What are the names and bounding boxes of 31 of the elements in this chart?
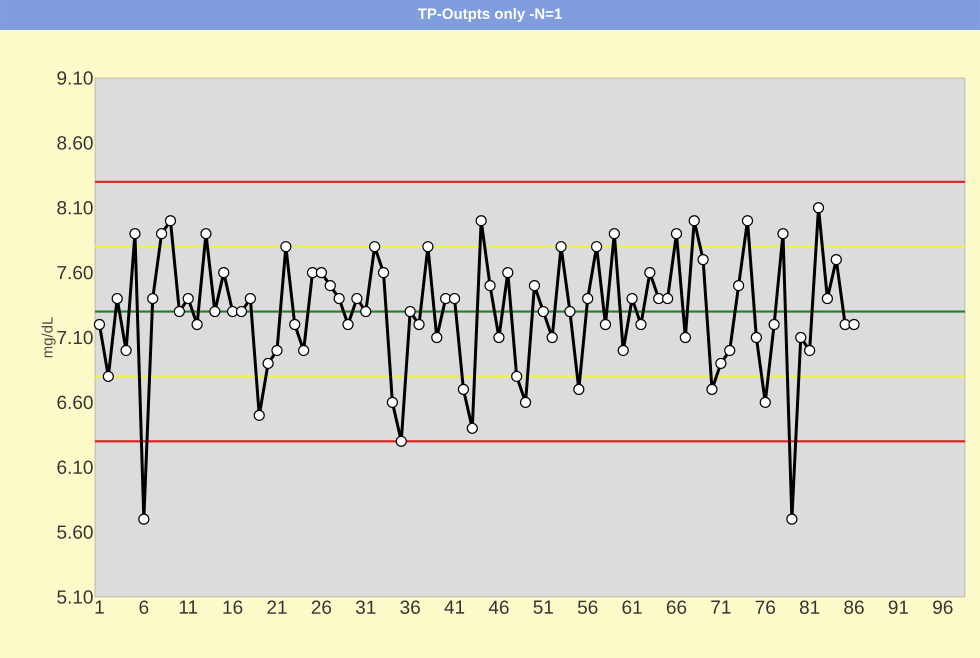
x-tick-label: 86 — [844, 600, 864, 614]
x-tick-label: 51 — [534, 600, 553, 614]
y-tick-label: 7.60 — [57, 266, 93, 280]
x-tick-label: 26 — [312, 600, 332, 614]
x-tick-label: 71 — [711, 600, 730, 614]
x-tick-label: 41 — [444, 600, 464, 614]
chart-title: TP-Outpts only -N=1 — [418, 8, 562, 22]
x-tick-label: 91 — [888, 600, 908, 614]
y-tick-label: 6.60 — [57, 396, 93, 410]
x-tick-label: 31 — [356, 600, 376, 614]
x-tick-label: 36 — [400, 600, 420, 614]
x-tick-label: 61 — [622, 600, 642, 614]
x-tick-label: 6 — [140, 600, 148, 614]
y-tick-label: 7.10 — [57, 330, 93, 344]
y-axis-title: mg/dL — [42, 317, 56, 358]
x-tick-label: 21 — [267, 600, 287, 614]
y-tick-label: 8.10 — [57, 201, 93, 214]
x-tick-label: 46 — [488, 600, 509, 614]
x-tick-label: 66 — [666, 600, 686, 614]
y-tick-label: 5.10 — [57, 590, 93, 604]
x-tick-label: 11 — [180, 600, 198, 614]
y-tick-label: 8.60 — [57, 136, 93, 150]
x-tick-label: 16 — [223, 600, 242, 614]
y-tick-label: 9.10 — [57, 71, 93, 85]
x-tick-label: 1 — [96, 600, 104, 614]
x-tick-label: 81 — [800, 600, 820, 614]
x-tick-label: 56 — [578, 600, 598, 614]
x-tick-label: 96 — [933, 600, 953, 614]
x-tick-label: 76 — [756, 600, 775, 614]
y-tick-label: 5.60 — [57, 525, 93, 539]
y-tick-label: 6.10 — [57, 460, 93, 474]
